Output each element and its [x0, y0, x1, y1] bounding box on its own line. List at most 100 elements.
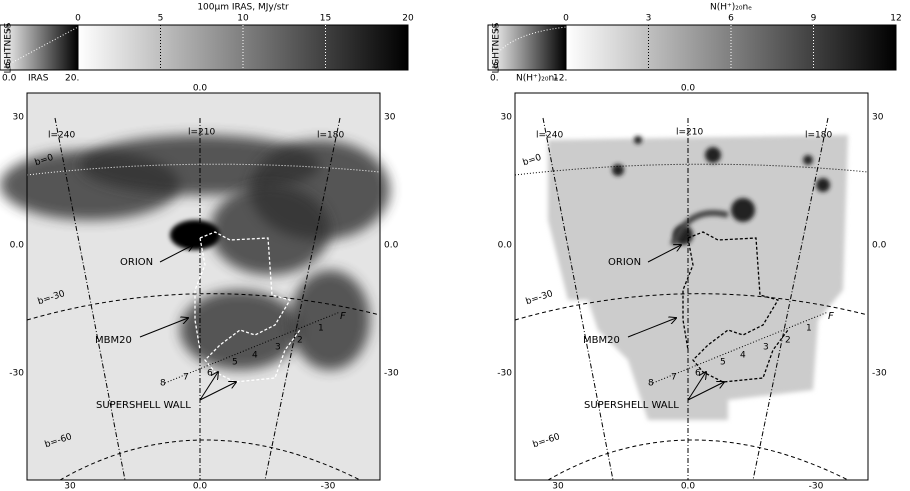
bottom-axis-label: 30: [64, 482, 76, 491]
path-number: 1: [806, 324, 812, 334]
map-border: [514, 92, 869, 481]
path-number: 5: [720, 358, 726, 368]
coordinate-grid: [26, 163, 381, 176]
dust: [290, 270, 370, 370]
longitude-label: l=210: [676, 128, 703, 138]
orion-label: ORION: [608, 257, 641, 268]
right-axis-label: -30: [872, 369, 887, 379]
supershell-label: SUPERSHELL WALL: [584, 400, 679, 411]
coordinate-grid: [26, 293, 381, 321]
lightness-tick: 0: [493, 62, 499, 72]
hii-region: [816, 178, 830, 192]
arc: [670, 210, 729, 247]
orion-label: ORION: [120, 257, 153, 268]
lightness-tick: 1: [493, 24, 499, 34]
path-number: 1: [318, 324, 324, 334]
longitude-label: l=210: [188, 128, 215, 138]
bottom-axis-label: 0.0: [681, 482, 696, 491]
bottom-axis-label: 0.0: [193, 482, 208, 491]
arrow: [647, 245, 681, 263]
right-axis-label: 0.0: [872, 241, 887, 251]
bottom-axis-label: -30: [809, 482, 824, 491]
path-number: 6: [695, 369, 701, 379]
arrow: [139, 318, 188, 338]
right-axis-label: 30: [384, 113, 396, 123]
path-number: 3: [275, 343, 281, 353]
hii-region: [803, 155, 813, 165]
arrow: [687, 372, 706, 401]
supershell-label: SUPERSHELL WALL: [96, 400, 191, 411]
hii-region: [705, 147, 721, 163]
path-number: 6: [207, 369, 213, 379]
colorbar-bottom-label: 12.: [553, 74, 567, 84]
left-axis-label: -30: [497, 369, 512, 379]
orion: [170, 220, 220, 250]
coordinate-grid: [54, 117, 126, 481]
lightness-tick: 0: [5, 62, 11, 72]
left-axis-label: -30: [9, 369, 24, 379]
coordinate-grid: [542, 117, 614, 481]
path-number: 8: [160, 379, 166, 389]
right-axis-label: -30: [384, 369, 399, 379]
path-number: 2: [297, 336, 303, 346]
path-number: 3: [763, 343, 769, 353]
arrow: [687, 382, 724, 401]
top-axis-label: 0.0: [193, 84, 208, 94]
halpha-region: [548, 135, 848, 420]
right-axis-label: 0.0: [384, 241, 399, 251]
lightness-box: [487, 24, 567, 71]
path-number: 4: [740, 351, 746, 361]
coordinate-grid: [514, 163, 869, 176]
top-axis-label: 0.0: [681, 84, 696, 94]
colorbar-tick-label: 0: [563, 14, 569, 24]
colorbar-tick-label: 10: [237, 14, 249, 24]
colorbar-tick-label: 6: [728, 14, 734, 24]
colorbar-bottom-label: 0.: [490, 74, 499, 84]
hii-region: [612, 164, 624, 176]
colorbar: [77, 24, 409, 71]
longitude-label: l=180: [317, 131, 344, 141]
dust: [180, 290, 300, 370]
lightness-label: LIGHTNESS: [492, 22, 502, 73]
colorbar-bottom-label: IRAS: [28, 74, 49, 84]
path-number: 8: [648, 379, 654, 389]
left-axis-label: 30: [13, 113, 25, 123]
dust: [210, 185, 330, 275]
colorbar-tick-label: 20: [402, 14, 414, 24]
left-axis-label: 30: [501, 113, 513, 123]
bottom-axis-label: -30: [321, 482, 336, 491]
path-number: 7: [183, 373, 189, 383]
colorbar-bottom-label: N(H⁺)₂₀nₑ: [516, 74, 558, 84]
left-axis-label: 0.0: [10, 241, 25, 251]
arrow: [627, 318, 676, 338]
colorbar-title: N(H⁺)₂₀nₑ: [710, 3, 752, 13]
right-axis-label: 30: [872, 113, 884, 123]
path-number: 4: [252, 351, 258, 361]
f-label: F: [828, 311, 834, 322]
longitude-label: l=240: [536, 131, 563, 141]
colorbar-tick-label: 15: [320, 14, 331, 24]
colorbar-bottom-label: 0.0: [2, 74, 17, 84]
colorbar-title: 100μm IRAS, MJy/str: [197, 3, 289, 13]
mbm20-label: MBM20: [583, 335, 620, 346]
f-label: F: [340, 311, 346, 322]
shell-wall: [194, 231, 301, 383]
longitude-label: l=180: [805, 131, 832, 141]
map-border: [26, 92, 381, 481]
hii-region: [731, 198, 755, 222]
lightness-curve: [489, 26, 567, 69]
colorbar-tick-label: 5: [158, 14, 164, 24]
path-number: 7: [671, 373, 677, 383]
coordinate-grid: [514, 293, 869, 321]
arrow: [199, 372, 218, 401]
shell-wall: [682, 231, 789, 383]
colorbar-bottom-label: 20.: [65, 74, 79, 84]
lightness-tick: 1: [5, 24, 11, 34]
lightness-label: LIGHTNESS: [4, 22, 14, 73]
hii-region: [634, 136, 642, 144]
